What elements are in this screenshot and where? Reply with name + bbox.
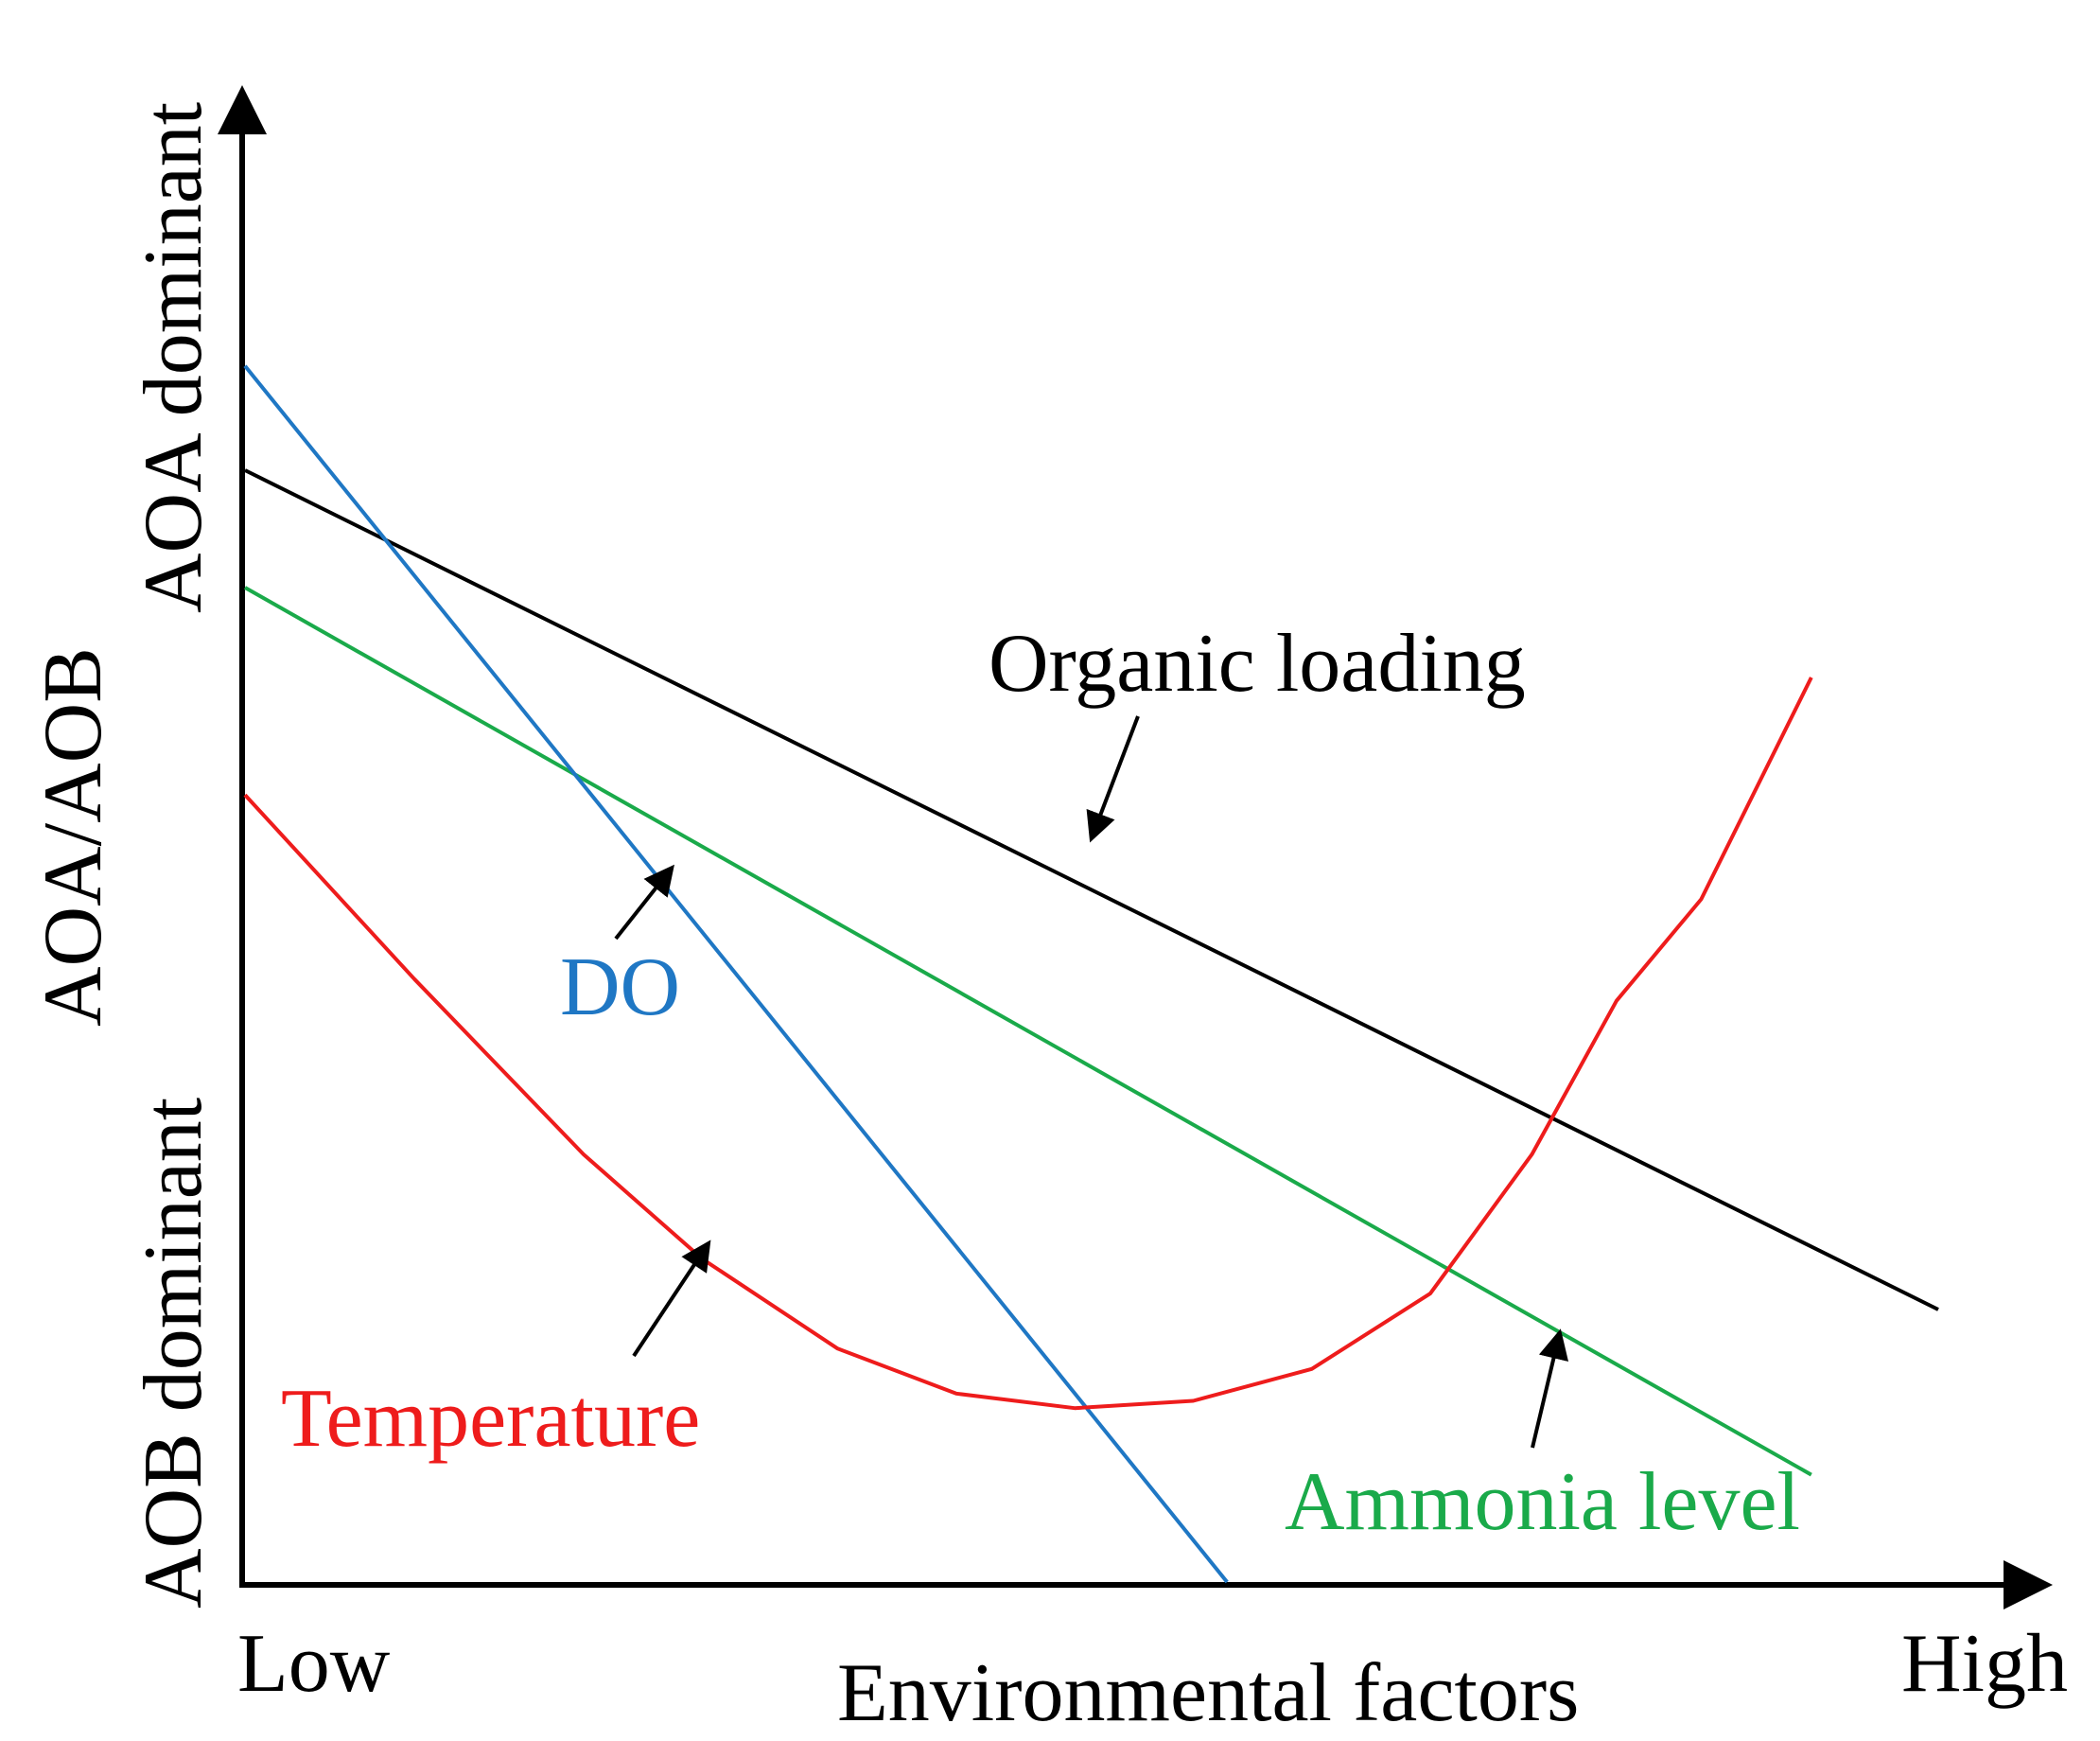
y-axis-arrowhead xyxy=(218,85,267,134)
label-organic-loading: Organic loading xyxy=(989,618,1526,710)
label-ammonia-level: Ammonia level xyxy=(1285,1456,1800,1548)
series-line-organic-loading xyxy=(244,468,1939,1311)
series-line-ammonia-level xyxy=(244,586,1812,1477)
y-region-label-aoa-dominant: AOA dominant xyxy=(128,102,219,613)
x-axis-arrowhead xyxy=(2004,1560,2053,1609)
x-tick-label-low: Low xyxy=(237,1618,391,1710)
series-line-do xyxy=(243,364,1229,1584)
annotation-arrow-ammonia-level xyxy=(1531,1328,1569,1449)
label-temperature: Temperature xyxy=(281,1373,700,1465)
annotation-arrow-temperature xyxy=(632,1240,711,1358)
y-axis-title: AOA/AOB xyxy=(27,647,119,1027)
annotation-arrow-organic-loading xyxy=(1086,715,1140,843)
series-line-temperature xyxy=(243,677,1813,1411)
annotation-arrow-do xyxy=(614,864,674,941)
x-tick-label-high: High xyxy=(1901,1618,2068,1710)
x-axis-title: Environmental factors xyxy=(837,1647,1579,1739)
y-region-label-aob-dominant: AOB dominant xyxy=(128,1098,219,1609)
label-do: DO xyxy=(560,941,680,1033)
